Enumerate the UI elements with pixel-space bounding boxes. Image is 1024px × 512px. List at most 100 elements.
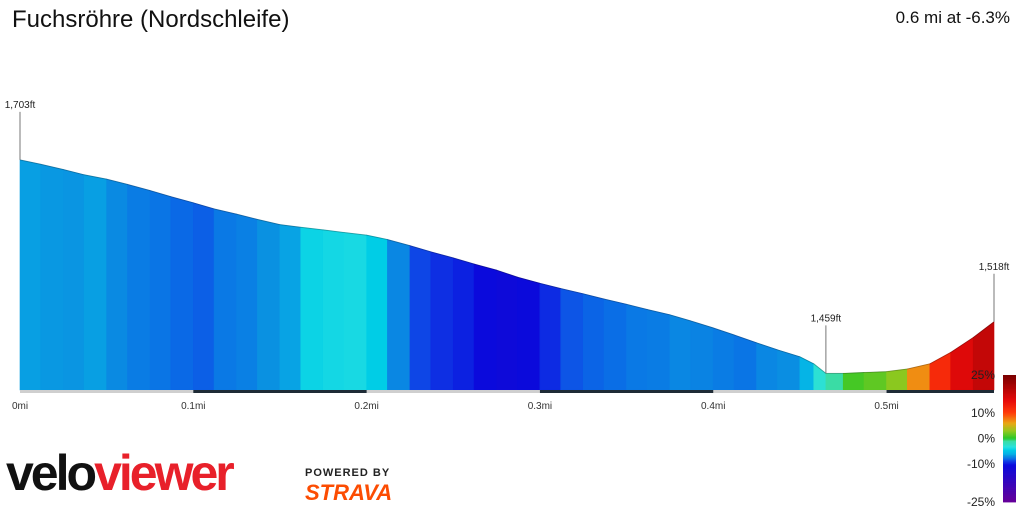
- legend-swatch: [1003, 396, 1016, 399]
- grade-slice[interactable]: [83, 174, 107, 391]
- legend-swatch: [1003, 479, 1016, 481]
- grade-slice[interactable]: [127, 183, 151, 391]
- legend-swatch: [1003, 429, 1016, 432]
- grade-slice[interactable]: [343, 232, 367, 391]
- grade-slice[interactable]: [886, 368, 908, 391]
- grade-slice[interactable]: [733, 334, 757, 391]
- legend-swatch: [1003, 401, 1016, 404]
- x-tick-label: 0.1mi: [181, 401, 205, 412]
- grade-slice[interactable]: [213, 208, 237, 391]
- legend-swatch: [1003, 423, 1016, 425]
- legend-swatch: [1003, 494, 1016, 497]
- legend-swatch: [1003, 475, 1016, 477]
- grade-slice[interactable]: [539, 282, 562, 391]
- legend-swatch: [1003, 491, 1016, 494]
- grade-slice[interactable]: [322, 229, 345, 391]
- grade-slice[interactable]: [756, 342, 778, 391]
- logo-viewer: viewer: [94, 445, 235, 501]
- legend-swatch: [1003, 427, 1016, 429]
- grade-slice[interactable]: [430, 251, 454, 391]
- legend-swatch: [1003, 446, 1016, 448]
- legend-swatch: [1003, 418, 1016, 420]
- grade-slice[interactable]: [813, 363, 827, 391]
- legend-swatch: [1003, 449, 1016, 452]
- legend-swatch: [1003, 430, 1016, 433]
- legend-swatch: [1003, 482, 1016, 485]
- grade-slice[interactable]: [582, 293, 605, 391]
- strava-logo[interactable]: STRAVA: [305, 480, 393, 505]
- grade-slice[interactable]: [907, 363, 931, 391]
- legend-swatch: [1003, 488, 1016, 490]
- legend-swatch: [1003, 499, 1016, 502]
- grade-slice[interactable]: [452, 257, 475, 391]
- veloviewer-logo[interactable]: veloviewer: [6, 445, 235, 501]
- grade-slice[interactable]: [149, 190, 172, 391]
- grade-slice[interactable]: [712, 327, 735, 391]
- grade-slice[interactable]: [825, 373, 844, 391]
- grade-slice[interactable]: [863, 371, 887, 391]
- grade-slice[interactable]: [279, 224, 302, 391]
- elevation-annotation: 1,518ft: [979, 262, 1010, 273]
- legend-swatch: [1003, 400, 1016, 403]
- legend-swatch: [1003, 404, 1016, 406]
- legend-swatch: [1003, 416, 1016, 419]
- elevation-annotation: 1,703ft: [5, 100, 36, 111]
- grade-slice[interactable]: [842, 372, 865, 391]
- legend-swatch: [1003, 406, 1016, 409]
- legend-label: -10%: [967, 457, 995, 471]
- grade-slice[interactable]: [517, 276, 541, 391]
- legend-swatch: [1003, 500, 1016, 503]
- legend-swatch: [1003, 468, 1016, 471]
- legend-swatch: [1003, 496, 1016, 499]
- legend-swatch: [1003, 425, 1016, 428]
- grade-slice[interactable]: [669, 314, 692, 391]
- grade-slice[interactable]: [106, 178, 128, 391]
- axis-band: [193, 390, 367, 393]
- legend-swatch: [1003, 409, 1016, 411]
- grade-slice[interactable]: [63, 169, 85, 391]
- legend-swatch: [1003, 386, 1016, 389]
- grade-slice[interactable]: [300, 226, 324, 391]
- grade-slice[interactable]: [409, 245, 432, 391]
- legend-swatch: [1003, 443, 1016, 446]
- grade-slice[interactable]: [19, 159, 42, 391]
- legend-swatch: [1003, 394, 1016, 396]
- legend-swatch: [1003, 376, 1016, 378]
- grade-slice[interactable]: [40, 163, 64, 391]
- legend-swatch: [1003, 399, 1016, 401]
- legend-swatch: [1003, 420, 1016, 423]
- grade-slice[interactable]: [647, 309, 671, 391]
- grade-slice[interactable]: [496, 269, 518, 391]
- grade-slice[interactable]: [799, 356, 815, 391]
- legend-swatch: [1003, 392, 1016, 395]
- legend-swatch: [1003, 383, 1016, 386]
- profile-line: [19, 159, 995, 374]
- legend-swatch: [1003, 467, 1016, 470]
- grade-slice[interactable]: [473, 263, 497, 391]
- legend-swatch: [1003, 481, 1016, 484]
- legend-swatch: [1003, 377, 1016, 380]
- legend-swatch: [1003, 476, 1016, 479]
- grade-slice[interactable]: [257, 218, 281, 391]
- grade-slice[interactable]: [193, 202, 215, 391]
- grade-slice[interactable]: [560, 288, 584, 391]
- legend-swatch: [1003, 380, 1016, 382]
- grade-legend: 25% 10% 0% -10% -25%: [967, 368, 1016, 509]
- grade-slice[interactable]: [236, 213, 258, 391]
- legend-swatch: [1003, 419, 1016, 422]
- grade-slice[interactable]: [690, 320, 714, 391]
- logo-velo: velo: [6, 445, 97, 501]
- legend-swatch: [1003, 480, 1016, 483]
- grade-slice[interactable]: [626, 303, 648, 391]
- legend-swatch: [1003, 381, 1016, 384]
- grade-slice[interactable]: [366, 234, 388, 391]
- legend-swatch: [1003, 462, 1016, 465]
- grade-slice[interactable]: [603, 298, 627, 391]
- legend-swatch: [1003, 410, 1016, 413]
- grade-slice[interactable]: [170, 196, 194, 391]
- legend-swatch: [1003, 390, 1016, 392]
- grade-slice[interactable]: [387, 239, 411, 391]
- legend-swatch: [1003, 490, 1016, 493]
- legend-swatch: [1003, 472, 1016, 475]
